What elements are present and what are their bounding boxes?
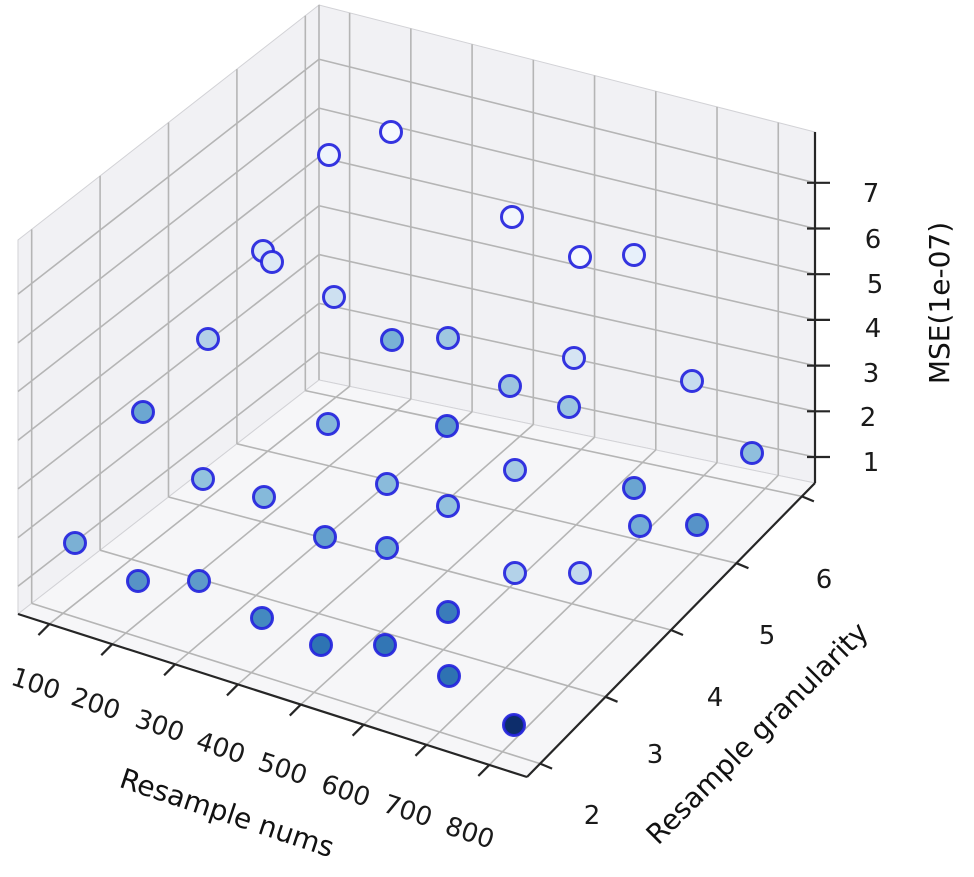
scatter-point xyxy=(436,600,460,624)
scatter-point xyxy=(379,120,403,144)
scatter-point xyxy=(568,561,592,585)
scatter-point xyxy=(309,633,333,657)
scatter-point xyxy=(316,412,340,436)
scatter-point xyxy=(250,606,274,630)
y-tick xyxy=(736,562,749,570)
scatter-point xyxy=(196,327,220,351)
grid-z-left-wall xyxy=(17,58,320,295)
y-axis-title: Resample granularity xyxy=(640,616,875,851)
grid-z-left-wall xyxy=(17,156,320,393)
x-tick-label: 100 xyxy=(7,662,64,706)
scatter-point xyxy=(126,569,150,593)
scatter-point xyxy=(375,536,399,560)
z-tick-label: 2 xyxy=(860,403,877,433)
x-axis-spine xyxy=(17,612,528,779)
scatter-point xyxy=(373,633,397,657)
tick-marks xyxy=(37,181,830,777)
grid-z-right-wall xyxy=(318,58,816,184)
scatter-point xyxy=(503,561,527,585)
x-tick-label: 600 xyxy=(317,769,374,813)
scatter-point xyxy=(187,569,211,593)
z-tick-label: 3 xyxy=(863,359,880,389)
scatter-point xyxy=(436,494,460,518)
grid-y-floor xyxy=(31,602,541,765)
y-tick xyxy=(670,628,684,637)
z-tick-label: 5 xyxy=(867,270,884,300)
scatter-point xyxy=(557,395,581,419)
scatter-point xyxy=(63,531,87,555)
z-tick-label: 4 xyxy=(865,314,882,344)
x-tick xyxy=(226,683,239,697)
scatter-point xyxy=(252,485,276,509)
scatter-point xyxy=(502,713,526,737)
x-tick-label: 800 xyxy=(441,811,498,855)
grid-z-right-wall xyxy=(318,253,816,367)
x-tick xyxy=(100,643,114,656)
scatter-point xyxy=(500,205,524,229)
scatter-point xyxy=(435,414,459,438)
x-tick-label: 200 xyxy=(67,682,124,726)
scatter-point xyxy=(436,326,460,350)
x-tick-label: 300 xyxy=(131,704,188,748)
y-tick xyxy=(539,762,553,770)
scatter-point xyxy=(740,441,764,465)
grid-z-left-wall xyxy=(17,302,320,539)
grid-z-left-wall xyxy=(17,253,320,490)
scatter-point xyxy=(322,285,346,309)
y-tick-label: 5 xyxy=(759,621,776,651)
x-tick xyxy=(37,623,51,636)
x-tick xyxy=(414,744,428,757)
scatter-point xyxy=(317,143,341,167)
x-tick-label: 500 xyxy=(254,747,311,791)
grid-z-right-wall xyxy=(318,156,816,275)
z-tick-label: 6 xyxy=(865,225,882,255)
scatter-point xyxy=(260,250,284,274)
scatter-point xyxy=(628,514,652,538)
scatter-point xyxy=(562,346,586,370)
y-tick-label: 4 xyxy=(707,683,724,713)
data-points xyxy=(63,120,764,737)
x-tick xyxy=(351,723,365,737)
scatter-point xyxy=(437,664,461,688)
x-tick xyxy=(288,703,302,717)
y-tick-label: 2 xyxy=(584,801,601,831)
y-tick-label: 3 xyxy=(647,740,664,770)
grid-z-right-wall xyxy=(318,204,816,321)
scatter-point xyxy=(503,458,527,482)
scatter-point xyxy=(498,374,522,398)
scatter-point xyxy=(685,513,709,537)
y-tick xyxy=(801,495,815,503)
scatter-point xyxy=(622,243,646,267)
z-tick-label: 1 xyxy=(863,448,880,478)
grid-z-left-wall xyxy=(17,107,320,344)
scatter-point xyxy=(568,245,592,269)
scatter-point xyxy=(313,525,337,549)
scatter-point xyxy=(680,369,704,393)
scatter-point xyxy=(380,328,404,352)
x-tick xyxy=(163,663,176,677)
grid-y-floor xyxy=(305,389,803,498)
scatter-point xyxy=(622,476,646,500)
y-tick-label: 6 xyxy=(816,565,833,595)
scatter-point xyxy=(375,472,399,496)
x-tick-label: 400 xyxy=(192,726,249,770)
grid-y-floor xyxy=(99,549,606,698)
grid-y-floor xyxy=(168,496,672,631)
z-tick-label: 7 xyxy=(863,179,880,209)
grid-y-floor xyxy=(236,443,737,564)
x-tick-label: 700 xyxy=(379,789,436,833)
x-tick xyxy=(477,764,491,777)
scatter-point xyxy=(131,400,155,424)
scatter-point xyxy=(191,467,215,491)
z-axis-title: MSE(1e-07) xyxy=(923,222,956,384)
y-tick xyxy=(605,695,618,703)
